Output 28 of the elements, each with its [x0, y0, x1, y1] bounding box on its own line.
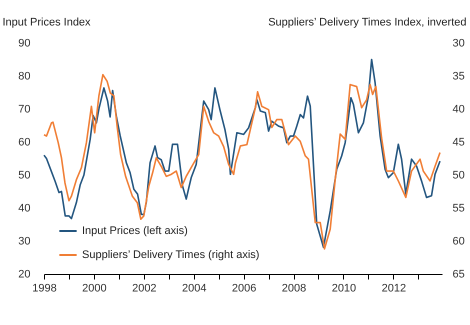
y2-tick-label: 65	[452, 268, 465, 280]
x-tick-label: 2010	[332, 282, 356, 294]
y-tick-label: 50	[18, 170, 30, 182]
y2-tick-label: 35	[452, 70, 465, 82]
y-tick-label: 20	[18, 268, 30, 280]
legend-label: Suppliers’ Delivery Times (right axis)	[82, 249, 260, 261]
x-tick-label: 2000	[82, 282, 107, 294]
y-axis-title: Input Prices Index	[2, 16, 92, 28]
y2-tick-label: 45	[452, 136, 465, 148]
y-tick-label: 70	[18, 104, 30, 116]
y2-tick-label: 30	[452, 38, 465, 50]
x-tick-label: 2004	[182, 282, 206, 294]
y2-tick-label: 60	[452, 236, 465, 248]
y2-tick-label: 55	[452, 202, 465, 214]
x-tick-label: 1998	[32, 282, 57, 294]
y2-tick-label: 40	[452, 104, 465, 116]
y-tick-label: 80	[18, 70, 30, 82]
legend-label: Input Prices (left axis)	[82, 225, 188, 237]
y-tick-label: 60	[18, 136, 30, 148]
x-tick-label: 2002	[132, 282, 157, 294]
x-tick-label: 2006	[232, 282, 256, 294]
y2-axis-title: Suppliers’ Delivery Times Index, inverted	[268, 16, 466, 28]
y-tick-label: 40	[18, 202, 30, 214]
x-tick-label: 2008	[282, 282, 306, 294]
y-tick-label: 90	[18, 38, 30, 50]
x-tick-label: 2012	[382, 282, 406, 294]
y2-tick-label: 50	[452, 170, 465, 182]
y-tick-label: 30	[18, 236, 30, 248]
